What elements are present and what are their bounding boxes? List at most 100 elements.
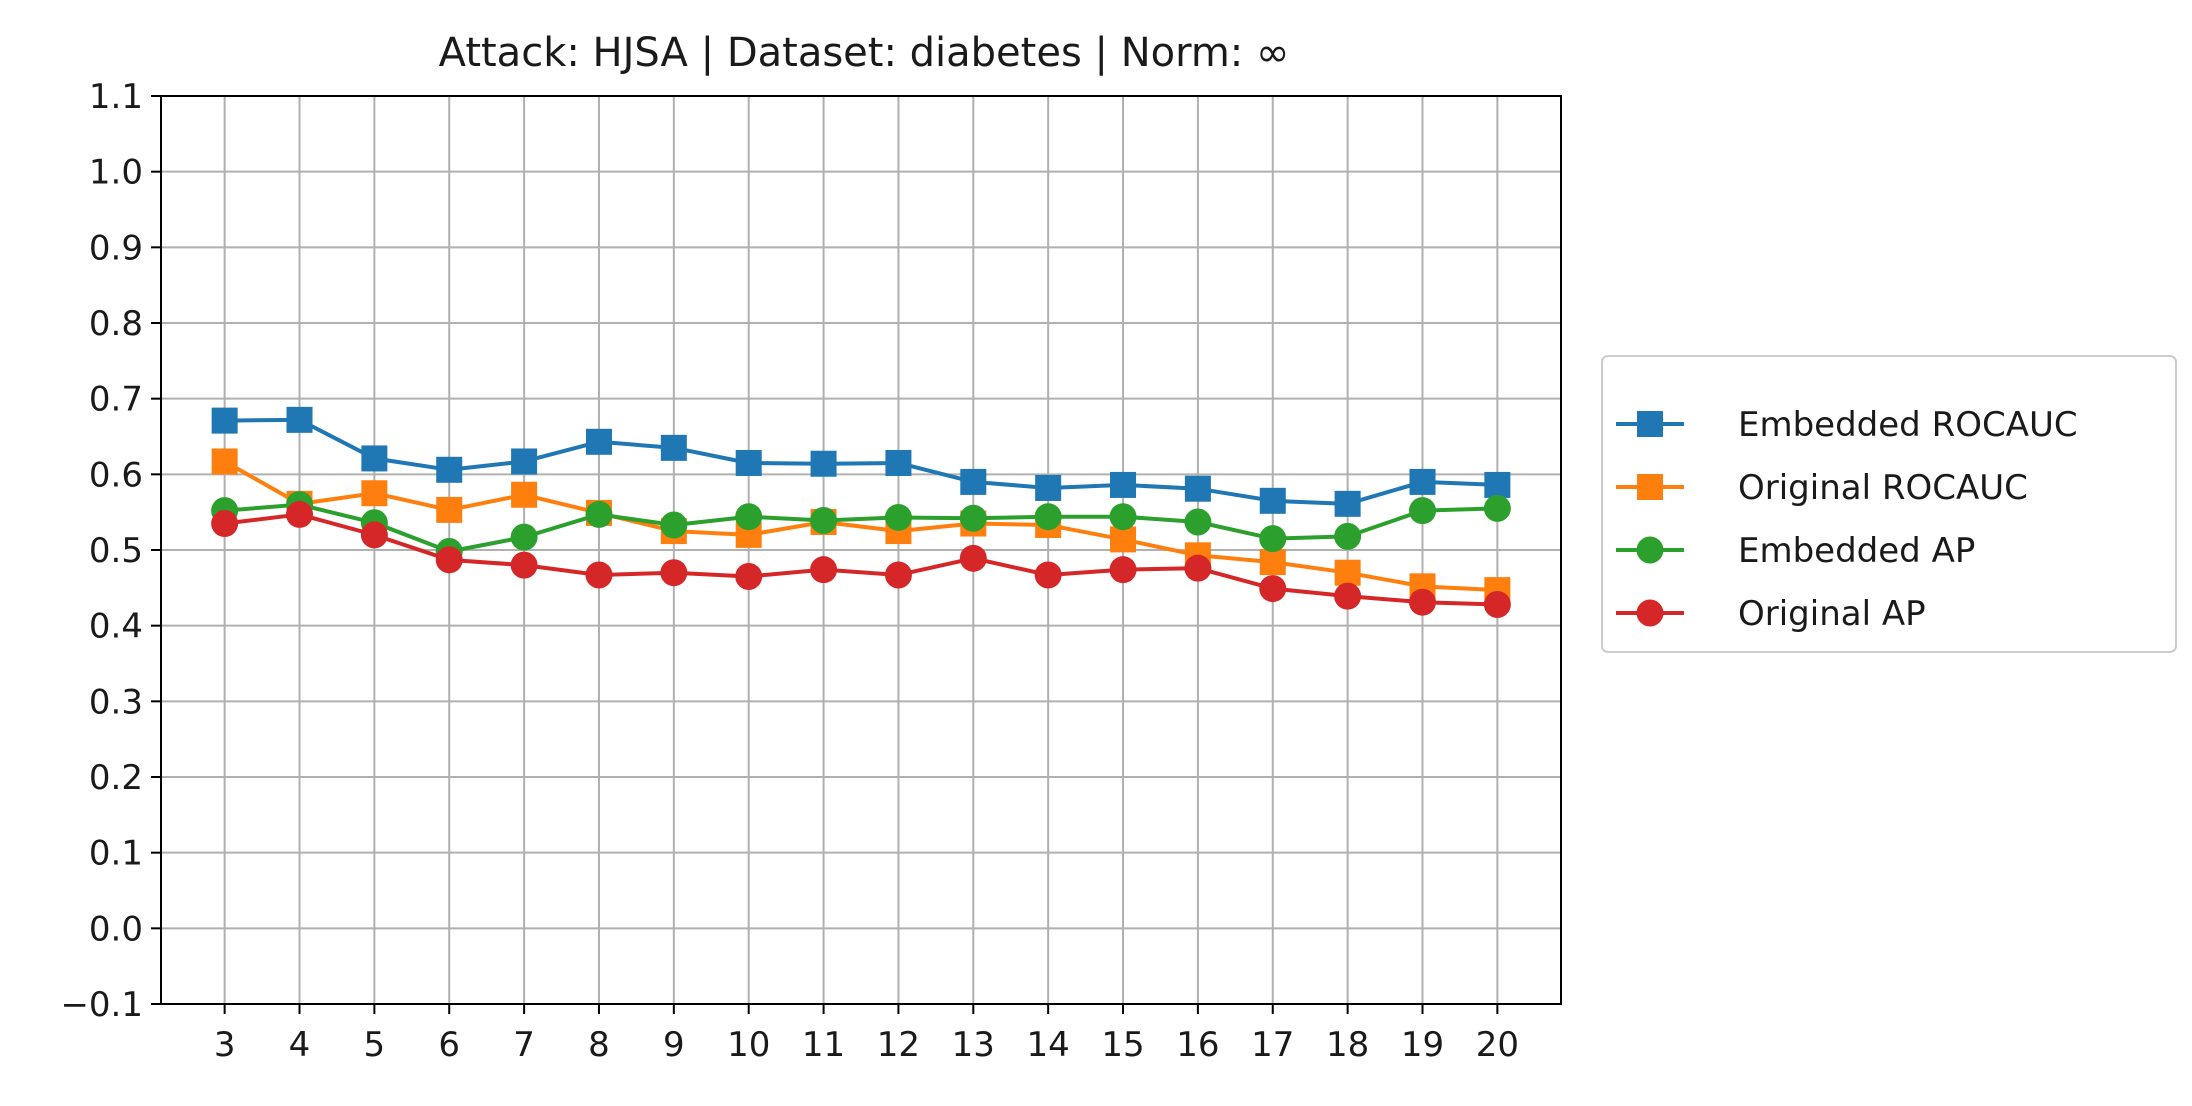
data-point-original-ap bbox=[286, 500, 314, 528]
data-point-embedded-ap bbox=[810, 506, 838, 534]
data-point-original-rocauc bbox=[211, 448, 238, 475]
legend: Embedded ROCAUC Original ROCAUC Embedded A… bbox=[1601, 355, 2177, 653]
data-point-original-ap bbox=[1109, 556, 1137, 584]
data-point-embedded-rocauc bbox=[1110, 471, 1137, 498]
data-point-original-ap bbox=[510, 551, 538, 579]
data-point-original-ap bbox=[1259, 575, 1287, 603]
legend-swatch-marker bbox=[1636, 536, 1664, 564]
data-point-original-ap bbox=[884, 561, 912, 589]
legend-entry-embedded-ap: Embedded AP bbox=[1616, 531, 1975, 571]
series-embedded-rocauc bbox=[211, 406, 1511, 517]
data-point-embedded-ap bbox=[1334, 522, 1362, 550]
data-point-embedded-rocauc bbox=[1259, 487, 1286, 514]
legend-label: Embedded AP bbox=[1738, 531, 1975, 571]
data-point-original-ap bbox=[1034, 561, 1062, 589]
x-tick-label: 20 bbox=[1476, 1025, 1519, 1065]
data-point-original-rocauc bbox=[361, 480, 388, 507]
data-point-embedded-rocauc bbox=[810, 450, 837, 477]
legend-entry-original-ap: Original AP bbox=[1616, 594, 1926, 634]
data-point-embedded-rocauc bbox=[960, 468, 987, 495]
data-point-original-ap bbox=[1483, 590, 1511, 618]
x-axis-ticks: 3 4 5 6 7 8 9 10 11 12 13 14 15 16 17 18 19 20 bbox=[214, 1004, 1519, 1065]
y-tick-label: 1.1 bbox=[89, 77, 143, 117]
data-point-original-ap bbox=[360, 521, 388, 549]
data-point-embedded-rocauc bbox=[436, 456, 463, 483]
data-point-original-ap bbox=[1334, 582, 1362, 610]
series-lines bbox=[211, 406, 1511, 618]
y-tick-label: −0.1 bbox=[60, 985, 143, 1025]
legend-label: Embedded ROCAUC bbox=[1738, 405, 2078, 445]
x-tick-label: 12 bbox=[877, 1025, 920, 1065]
x-tick-label: 5 bbox=[364, 1025, 386, 1065]
data-point-original-ap bbox=[1184, 554, 1212, 582]
x-tick-label: 15 bbox=[1101, 1025, 1144, 1065]
data-point-original-rocauc bbox=[1110, 526, 1137, 553]
data-point-embedded-rocauc bbox=[1484, 471, 1511, 498]
data-point-original-rocauc bbox=[511, 481, 538, 508]
data-point-embedded-ap bbox=[884, 503, 912, 531]
data-point-original-ap bbox=[585, 561, 613, 589]
x-tick-label: 17 bbox=[1251, 1025, 1294, 1065]
data-point-embedded-rocauc bbox=[585, 428, 612, 455]
data-point-embedded-rocauc bbox=[1184, 475, 1211, 502]
data-point-embedded-rocauc bbox=[211, 407, 238, 434]
data-point-original-rocauc bbox=[1334, 559, 1361, 586]
data-point-embedded-rocauc bbox=[286, 406, 313, 433]
data-point-embedded-ap bbox=[735, 503, 763, 531]
x-tick-label: 10 bbox=[727, 1025, 770, 1065]
data-point-embedded-ap bbox=[959, 504, 987, 532]
data-point-original-ap bbox=[1408, 588, 1436, 616]
x-tick-label: 8 bbox=[588, 1025, 610, 1065]
x-tick-label: 7 bbox=[513, 1025, 535, 1065]
x-tick-label: 19 bbox=[1401, 1025, 1444, 1065]
legend-label: Original AP bbox=[1738, 594, 1926, 634]
y-tick-label: 0.3 bbox=[89, 682, 143, 722]
data-point-embedded-ap bbox=[1408, 497, 1436, 525]
data-point-embedded-ap bbox=[1109, 503, 1137, 531]
x-tick-label: 13 bbox=[952, 1025, 995, 1065]
data-point-embedded-rocauc bbox=[361, 445, 388, 472]
data-point-original-rocauc bbox=[1259, 549, 1286, 576]
data-point-original-rocauc bbox=[436, 496, 463, 523]
x-tick-label: 3 bbox=[214, 1025, 236, 1065]
data-point-embedded-rocauc bbox=[735, 449, 762, 476]
y-tick-label: 0.1 bbox=[89, 834, 143, 874]
data-point-embedded-rocauc bbox=[1409, 468, 1436, 495]
legend-swatch-marker bbox=[1637, 411, 1663, 437]
legend-entry-embedded-rocauc: Embedded ROCAUC bbox=[1616, 405, 2078, 445]
y-tick-label: 1.0 bbox=[89, 153, 143, 193]
data-point-embedded-rocauc bbox=[511, 448, 538, 475]
series-original-ap bbox=[211, 500, 1511, 618]
x-tick-label: 18 bbox=[1326, 1025, 1369, 1065]
y-tick-label: 0.4 bbox=[89, 607, 143, 647]
y-tick-label: 0.0 bbox=[89, 909, 143, 949]
data-point-original-ap bbox=[810, 556, 838, 584]
x-tick-label: 9 bbox=[663, 1025, 685, 1065]
y-tick-label: 0.8 bbox=[89, 304, 143, 344]
x-tick-label: 14 bbox=[1027, 1025, 1070, 1065]
legend-label: Original ROCAUC bbox=[1738, 468, 2028, 508]
data-point-embedded-ap bbox=[1184, 508, 1212, 536]
legend-swatch-marker bbox=[1636, 599, 1664, 627]
data-point-original-ap bbox=[735, 562, 763, 590]
x-tick-label: 11 bbox=[802, 1025, 845, 1065]
data-point-original-ap bbox=[211, 510, 239, 538]
y-tick-label: 0.2 bbox=[89, 758, 143, 798]
y-tick-label: 0.7 bbox=[89, 380, 143, 420]
legend-box bbox=[1601, 355, 2177, 653]
data-point-embedded-ap bbox=[1034, 503, 1062, 531]
y-tick-label: 0.9 bbox=[89, 228, 143, 268]
data-point-embedded-ap bbox=[585, 500, 613, 528]
y-axis-ticks: −0.1 0.0 0.1 0.2 0.3 0.4 0.5 0.6 0.7 0.8 0.9 1.0 1.1 bbox=[60, 77, 161, 1025]
data-point-embedded-ap bbox=[1483, 494, 1511, 522]
legend-entry-original-rocauc: Original ROCAUC bbox=[1616, 468, 2028, 508]
data-point-embedded-ap bbox=[510, 523, 538, 551]
data-point-original-ap bbox=[435, 546, 463, 574]
x-tick-label: 4 bbox=[289, 1025, 311, 1065]
data-point-embedded-ap bbox=[1259, 525, 1287, 553]
y-tick-label: 0.6 bbox=[89, 455, 143, 495]
data-point-embedded-ap bbox=[660, 511, 688, 539]
data-point-embedded-rocauc bbox=[885, 449, 912, 476]
x-tick-label: 6 bbox=[438, 1025, 460, 1065]
